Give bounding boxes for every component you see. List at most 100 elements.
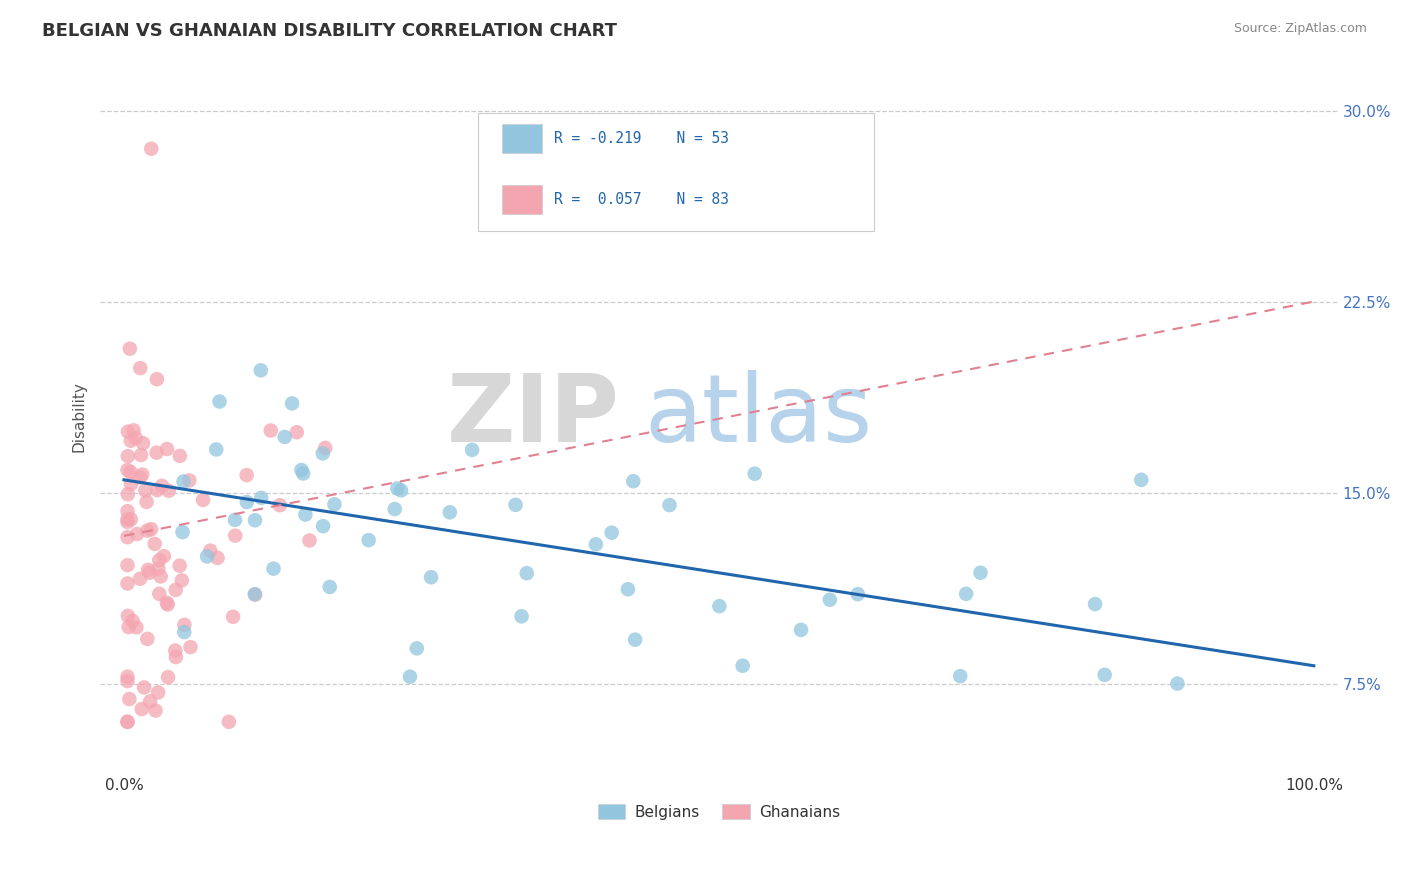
Point	[135, 495, 157, 509]
Point	[290, 463, 312, 477]
Point	[624, 632, 647, 647]
Point	[120, 512, 142, 526]
Point	[120, 434, 142, 448]
Point	[117, 674, 139, 689]
Point	[121, 614, 143, 628]
Point	[145, 445, 167, 459]
Point	[744, 467, 766, 481]
Point	[949, 669, 972, 683]
Point	[195, 549, 218, 564]
Point	[117, 620, 139, 634]
Point	[117, 714, 139, 729]
Point	[165, 582, 187, 597]
FancyBboxPatch shape	[502, 186, 541, 214]
Point	[139, 694, 162, 708]
Point	[117, 576, 139, 591]
Point	[156, 598, 179, 612]
Point	[120, 465, 142, 479]
Point	[117, 463, 139, 477]
Point	[157, 670, 180, 684]
Point	[117, 670, 139, 684]
Point	[173, 475, 195, 489]
Point	[131, 702, 153, 716]
Point	[125, 527, 148, 541]
Point	[145, 704, 167, 718]
Text: atlas: atlas	[644, 370, 873, 462]
Point	[439, 505, 461, 519]
Point	[125, 431, 148, 445]
Point	[516, 566, 538, 581]
Point	[117, 558, 139, 573]
Point	[243, 588, 266, 602]
Point	[132, 436, 155, 450]
Point	[420, 570, 443, 584]
Point	[260, 424, 283, 438]
Point	[117, 608, 139, 623]
Point	[218, 714, 240, 729]
Point	[169, 558, 191, 573]
Point	[149, 569, 172, 583]
Point	[138, 566, 160, 580]
Point	[790, 623, 813, 637]
Point	[658, 498, 681, 512]
Point	[173, 617, 195, 632]
Point	[131, 467, 153, 482]
Point	[273, 430, 295, 444]
Point	[165, 643, 187, 657]
Point	[117, 425, 139, 439]
Point	[118, 692, 141, 706]
Point	[117, 504, 139, 518]
Point	[207, 550, 229, 565]
Point	[146, 685, 169, 699]
Y-axis label: Disability: Disability	[72, 381, 86, 451]
Point	[224, 513, 246, 527]
Point	[129, 448, 152, 462]
Point	[249, 363, 271, 377]
Point	[117, 487, 139, 501]
Point	[224, 528, 246, 542]
Point	[319, 580, 342, 594]
Point	[179, 474, 201, 488]
Point	[136, 632, 159, 646]
Point	[136, 524, 159, 538]
Point	[617, 582, 640, 597]
Point	[312, 519, 335, 533]
Point	[292, 467, 315, 481]
Point	[118, 342, 141, 356]
Point	[1130, 473, 1153, 487]
Point	[1166, 676, 1188, 690]
Point	[621, 474, 644, 488]
Point	[132, 681, 155, 695]
Text: R = -0.219    N = 53: R = -0.219 N = 53	[554, 131, 730, 146]
Point	[285, 425, 308, 440]
Point	[200, 543, 222, 558]
Point	[148, 562, 170, 576]
Point	[250, 491, 273, 505]
Point	[143, 537, 166, 551]
Text: ZIP: ZIP	[447, 370, 620, 462]
Point	[134, 483, 156, 498]
Point	[236, 495, 259, 509]
Point	[818, 592, 841, 607]
Point	[235, 468, 257, 483]
Point	[1084, 597, 1107, 611]
Text: R =  0.057    N = 83: R = 0.057 N = 83	[554, 192, 730, 207]
Point	[173, 625, 195, 640]
Point	[136, 563, 159, 577]
Point	[141, 142, 163, 156]
Point	[122, 423, 145, 437]
Legend: Belgians, Ghanaians: Belgians, Ghanaians	[592, 797, 846, 826]
Point	[191, 493, 214, 508]
Point	[117, 512, 139, 526]
FancyBboxPatch shape	[502, 125, 541, 153]
Point	[294, 508, 316, 522]
Point	[955, 587, 977, 601]
Point	[243, 513, 266, 527]
Point	[846, 587, 869, 601]
Point	[172, 524, 194, 539]
Point	[405, 641, 427, 656]
Point	[600, 525, 623, 540]
FancyBboxPatch shape	[478, 113, 873, 231]
Point	[205, 442, 228, 457]
Point	[243, 587, 266, 601]
